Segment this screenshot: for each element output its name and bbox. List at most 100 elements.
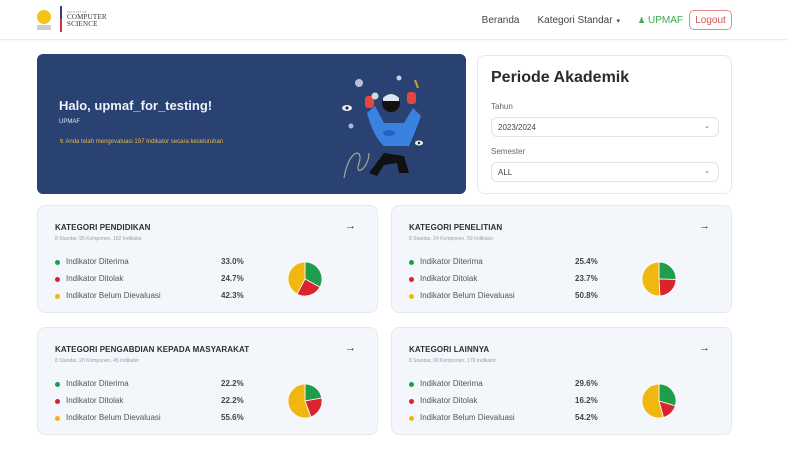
category-card[interactable]: KATEGORI PENGABDIAN KEPADA MASYARAKAT 8 … — [37, 327, 378, 435]
pending-percent: 55.6% — [221, 413, 244, 422]
activity-icon: ↯ — [59, 139, 65, 145]
arrow-right-icon[interactable]: → — [699, 220, 710, 232]
chevron-down-icon: ⌄ — [704, 123, 710, 130]
logo-divider — [60, 6, 62, 32]
legend-label: Indikator Belum Dievaluasi — [420, 413, 515, 422]
legend-accepted: Indikator Diterima 22.2% — [55, 379, 250, 391]
rejected-percent: 24.7% — [221, 274, 244, 283]
category-card[interactable]: KATEGORI PENDIDIKAN 8 Standar, 95 Kompon… — [37, 205, 378, 313]
category-subtitle: 8 Standar, 20 Komponen, 45 Indikator — [55, 358, 140, 364]
category-title: KATEGORI PENGABDIAN KEPADA MASYARAKAT — [55, 345, 250, 354]
periode-title: Periode Akademik — [491, 69, 630, 86]
pie-slice-rejected — [658, 278, 677, 297]
pie-chart — [287, 383, 323, 419]
accepted-percent: 33.0% — [221, 257, 244, 266]
legend-pending: Indikator Belum Dievaluasi 50.8% — [409, 291, 604, 303]
legend-label: Indikator Ditolak — [420, 274, 478, 283]
pie-slice-accepted — [658, 261, 677, 280]
legend-label: Indikator Diterima — [420, 379, 483, 388]
nav-dropdown-label: Kategori Standar — [537, 14, 613, 26]
nav-dropdown-kategori-standar[interactable]: Kategori Standar ▾ — [537, 15, 620, 26]
legend-label: Indikator Diterima — [66, 257, 129, 266]
user-menu[interactable]: ♟ UPMAF — [638, 15, 683, 26]
pie-chart — [641, 383, 677, 419]
welcome-banner: Halo, upmaf_for_testing! UPMAF ↯ Anda te… — [37, 54, 466, 194]
faculty-logo[interactable]: FACULTY OF COMPUTER SCIENCE — [36, 6, 107, 32]
rejected-dot-icon — [409, 399, 414, 404]
arrow-right-icon[interactable]: → — [699, 342, 710, 354]
pie-slice-pending — [641, 261, 661, 297]
user-icon: ♟ — [638, 15, 646, 25]
legend-pending: Indikator Belum Dievaluasi 54.2% — [409, 413, 604, 425]
accepted-dot-icon — [55, 260, 60, 265]
pending-dot-icon — [409, 416, 414, 421]
user-role: UPMAF — [59, 119, 80, 125]
rejected-dot-icon — [55, 399, 60, 404]
logout-button[interactable]: Logout — [689, 10, 732, 30]
pie-slice-accepted — [658, 383, 677, 407]
legend-label: Indikator Belum Dievaluasi — [66, 291, 161, 300]
category-title: KATEGORI PENDIDIKAN — [55, 223, 151, 232]
category-subtitle: 8 Standar, 95 Komponen, 182 Indikator — [55, 236, 143, 242]
rejected-percent: 16.2% — [575, 396, 598, 405]
legend-pending: Indikator Belum Dievaluasi 42.3% — [55, 291, 250, 303]
legend-accepted: Indikator Diterima 33.0% — [55, 257, 250, 269]
legend-label: Indikator Ditolak — [66, 274, 124, 283]
pie-slice-pending — [641, 383, 664, 419]
navbar: FACULTY OF COMPUTER SCIENCE Beranda Kate… — [0, 0, 787, 40]
evaluation-summary-text: Anda telah mengevaluasi 197 Indikator se… — [65, 139, 224, 145]
accepted-dot-icon — [409, 260, 414, 265]
greeting-title: Halo, upmaf_for_testing! — [59, 98, 213, 113]
pie-chart — [641, 261, 677, 297]
legend-label: Indikator Diterima — [420, 257, 483, 266]
legend-label: Indikator Ditolak — [66, 396, 124, 405]
user-name: UPMAF — [648, 14, 683, 26]
category-card[interactable]: KATEGORI LAINNYA 8 Standar, 90 Komponen,… — [391, 327, 732, 435]
rejected-dot-icon — [409, 277, 414, 282]
tahun-select[interactable]: 2023/2024 ⌄ — [491, 117, 719, 137]
legend-label: Indikator Belum Dievaluasi — [420, 291, 515, 300]
category-title: KATEGORI PENELITIAN — [409, 223, 503, 232]
university-emblem-icon — [36, 8, 52, 30]
accepted-percent: 25.4% — [575, 257, 598, 266]
rejected-percent: 23.7% — [575, 274, 598, 283]
legend-pending: Indikator Belum Dievaluasi 55.6% — [55, 413, 250, 425]
category-subtitle: 8 Standar, 90 Komponen, 179 Indikator — [409, 358, 497, 364]
rejected-percent: 22.2% — [221, 396, 244, 405]
evaluation-summary: ↯ Anda telah mengevaluasi 197 Indikator … — [59, 138, 223, 145]
pie-chart — [287, 261, 323, 297]
periode-akademik-panel: Periode Akademik Tahun 2023/2024 ⌄ Semes… — [477, 55, 732, 194]
logo-line-faculty: FACULTY OF — [67, 9, 87, 14]
nav-links: Beranda Kategori Standar ▾ ♟ UPMAF — [464, 0, 683, 40]
pie-slice-pending — [287, 383, 312, 419]
legend-accepted: Indikator Diterima 25.4% — [409, 257, 604, 269]
pending-dot-icon — [55, 294, 60, 299]
caret-down-icon: ▾ — [616, 17, 621, 25]
tahun-select-value: 2023/2024 — [498, 122, 536, 132]
semester-select-value: ALL — [498, 167, 513, 177]
legend-rejected: Indikator Ditolak 23.7% — [409, 274, 604, 286]
legend-label: Indikator Belum Dievaluasi — [66, 413, 161, 422]
nav-link-beranda[interactable]: Beranda — [481, 14, 520, 26]
legend-accepted: Indikator Diterima 29.6% — [409, 379, 604, 391]
legend-rejected: Indikator Ditolak 22.2% — [55, 396, 250, 408]
semester-label: Semester — [491, 147, 526, 156]
category-card[interactable]: KATEGORI PENELITIAN 8 Standar, 24 Kompon… — [391, 205, 732, 313]
pending-dot-icon — [55, 416, 60, 421]
semester-select[interactable]: ALL ⌄ — [491, 162, 719, 182]
pending-dot-icon — [409, 294, 414, 299]
legend-rejected: Indikator Ditolak 16.2% — [409, 396, 604, 408]
legend-label: Indikator Diterima — [66, 379, 129, 388]
accepted-dot-icon — [55, 382, 60, 387]
legend-rejected: Indikator Ditolak 24.7% — [55, 274, 250, 286]
arrow-right-icon[interactable]: → — [345, 342, 356, 354]
pie-slice-pending — [287, 261, 306, 295]
rejected-dot-icon — [55, 277, 60, 282]
pending-percent: 54.2% — [575, 413, 598, 422]
pending-percent: 42.3% — [221, 291, 244, 300]
category-title: KATEGORI LAINNYA — [409, 345, 490, 354]
accepted-percent: 22.2% — [221, 379, 244, 388]
arrow-right-icon[interactable]: → — [345, 220, 356, 232]
logo-text: FACULTY OF COMPUTER SCIENCE — [67, 10, 107, 29]
person-illustration-icon — [342, 75, 423, 179]
